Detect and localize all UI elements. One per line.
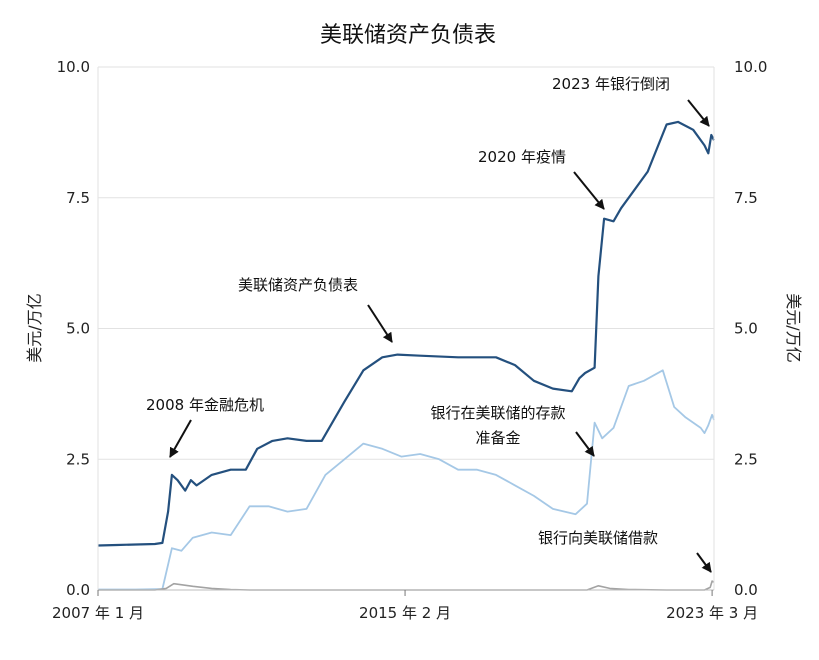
y-tick-label-left: 0.0 <box>66 581 90 599</box>
annotation-arrow <box>169 419 192 458</box>
annotation-arrow <box>573 171 605 210</box>
annotation-reserves-line2: 准备金 <box>475 429 520 447</box>
series-line-balance-sheet <box>97 120 715 547</box>
annotation-arrow <box>687 99 710 127</box>
y-tick-label-left: 10.0 <box>57 58 90 76</box>
y-axis-left-title: 美元/万亿 <box>25 293 44 362</box>
annotation-arrow <box>367 304 393 343</box>
annotation-2023-bank-failures: 2023 年银行倒闭 <box>552 75 670 93</box>
annotation-arrow <box>575 431 595 457</box>
series-line-reserves <box>98 369 715 591</box>
y-tick-label-right: 7.5 <box>734 189 758 207</box>
x-tick-label: 2023 年 3 月 <box>666 604 758 622</box>
annotation-balance-sheet: 美联储资产负债表 <box>238 276 358 294</box>
y-axis-right-title: 美元/万亿 <box>784 293 803 362</box>
series-line-bank-borrowing <box>98 580 715 591</box>
y-tick-label-right: 2.5 <box>734 450 758 468</box>
annotation-2008-crisis: 2008 年金融危机 <box>146 396 264 414</box>
x-tick-label: 2015 年 2 月 <box>359 604 451 622</box>
x-tick-label: 2007 年 1 月 <box>52 604 144 622</box>
y-tick-label-right: 0.0 <box>734 581 758 599</box>
chart-title: 美联储资产负债表 <box>320 23 496 48</box>
y-tick-label-left: 5.0 <box>66 320 90 338</box>
annotation-2020-pandemic: 2020 年疫情 <box>478 148 566 166</box>
annotation-reserves-line1: 银行在美联储的存款 <box>430 404 565 422</box>
annotation-arrow <box>696 552 712 573</box>
annotation-bank-borrowing: 银行向美联储借款 <box>538 529 658 547</box>
y-tick-label-left: 2.5 <box>66 450 90 468</box>
y-tick-label-right: 5.0 <box>734 320 758 338</box>
y-tick-label-right: 10.0 <box>734 58 767 76</box>
y-tick-label-left: 7.5 <box>66 189 90 207</box>
